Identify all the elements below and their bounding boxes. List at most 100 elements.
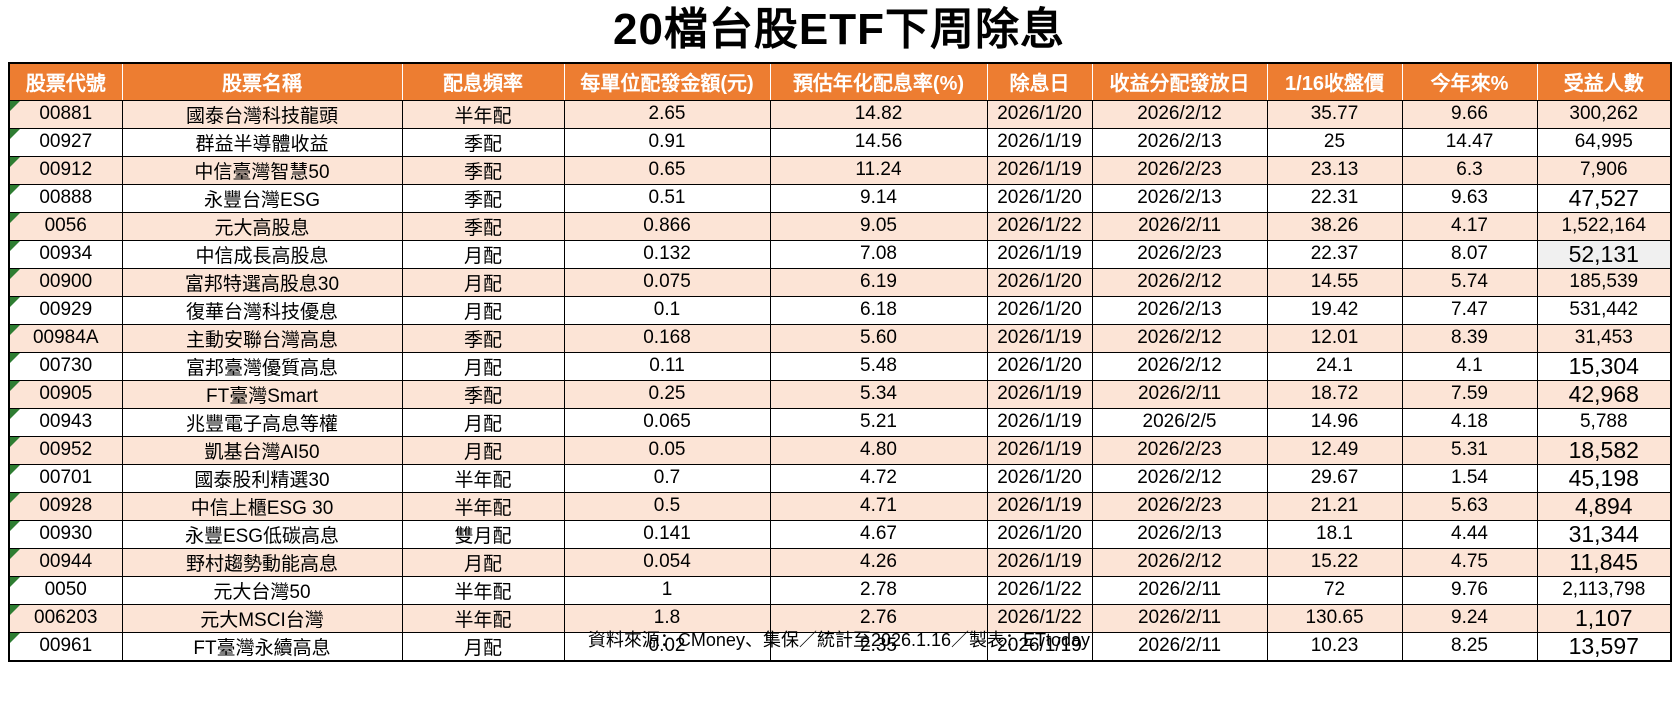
excel-flag-icon	[10, 241, 20, 251]
holders-cell: 7,906	[1536, 155, 1672, 185]
name-cell: FT臺灣Smart	[121, 379, 403, 409]
close_price-cell: 22.31	[1266, 183, 1403, 213]
ytd_pct-cell: 9.24	[1401, 603, 1538, 633]
excel-flag-icon	[10, 185, 20, 195]
pay_date-cell: 2026/2/13	[1091, 519, 1268, 549]
yield_pct-cell: 2.78	[769, 575, 988, 605]
ytd_pct-cell: 5.31	[1401, 435, 1538, 465]
ex_date-cell: 2026/1/19	[986, 239, 1093, 269]
ex_date-cell: 2026/1/19	[986, 407, 1093, 437]
code-cell: 00943	[8, 407, 123, 437]
etf-table-body: 00881 國泰台灣科技龍頭 半年配 2.65 14.82 2026/1/20 2026/2…	[8, 99, 1672, 661]
close_price-cell: 14.96	[1266, 407, 1403, 437]
ytd_pct-cell: 4.17	[1401, 211, 1538, 241]
amount-cell: 0.065	[563, 407, 771, 437]
ytd_pct-cell: 6.3	[1401, 155, 1538, 185]
table-row: 00944 野村趨勢動能高息 月配 0.054 4.26 2026/1/19 2026/2/…	[8, 547, 1672, 577]
name-cell: 兆豐電子高息等權	[121, 407, 403, 437]
amount-cell: 1.8	[563, 603, 771, 633]
etf-table-wrap: 股票代號 股票名稱 配息頻率 每單位配發金額(元) 預估年化配息率(%) 除息日 收益分配發…	[8, 62, 1672, 662]
column-header-close_price: 1/16收盤價	[1266, 62, 1403, 101]
ex_date-cell: 2026/1/20	[986, 183, 1093, 213]
etf-table: 股票代號 股票名稱 配息頻率 每單位配發金額(元) 預估年化配息率(%) 除息日 收益分配發…	[8, 62, 1672, 662]
column-header-code: 股票代號	[8, 62, 123, 101]
code-cell: 00952	[8, 435, 123, 465]
close_price-cell: 23.13	[1266, 155, 1403, 185]
yield_pct-cell: 5.21	[769, 407, 988, 437]
excel-flag-icon	[10, 549, 20, 559]
column-header-freq: 配息頻率	[401, 62, 565, 101]
close_price-cell: 10.23	[1266, 631, 1403, 661]
yield_pct-cell: 14.82	[769, 99, 988, 129]
code-cell: 00934	[8, 239, 123, 269]
freq-cell: 月配	[401, 407, 565, 437]
code-cell: 00701	[8, 463, 123, 493]
yield_pct-cell: 11.24	[769, 155, 988, 185]
name-cell: 復華台灣科技優息	[121, 295, 403, 325]
freq-cell: 季配	[401, 379, 565, 409]
amount-cell: 0.65	[563, 155, 771, 185]
code-cell: 0056	[8, 211, 123, 241]
ex_date-cell: 2026/1/19	[986, 491, 1093, 521]
ytd_pct-cell: 4.44	[1401, 519, 1538, 549]
close_price-cell: 35.77	[1266, 99, 1403, 129]
close_price-cell: 18.1	[1266, 519, 1403, 549]
freq-cell: 季配	[401, 127, 565, 157]
ex_date-cell: 2026/1/20	[986, 99, 1093, 129]
name-cell: 野村趨勢動能高息	[121, 547, 403, 577]
ex_date-cell: 2026/1/22	[986, 211, 1093, 241]
ytd_pct-cell: 7.59	[1401, 379, 1538, 409]
ytd_pct-cell: 4.1	[1401, 351, 1538, 381]
freq-cell: 季配	[401, 323, 565, 353]
pay_date-cell: 2026/2/23	[1091, 491, 1268, 521]
yield_pct-cell: 5.34	[769, 379, 988, 409]
yield_pct-cell: 4.80	[769, 435, 988, 465]
freq-cell: 半年配	[401, 491, 565, 521]
code-cell: 00928	[8, 491, 123, 521]
yield_pct-cell: 5.60	[769, 323, 988, 353]
freq-cell: 月配	[401, 351, 565, 381]
holders-cell: 45,198	[1536, 463, 1672, 493]
ytd_pct-cell: 9.63	[1401, 183, 1538, 213]
excel-flag-icon	[10, 325, 20, 335]
table-row: 00929 復華台灣科技優息 月配 0.1 6.18 2026/1/20 2026/2/13…	[8, 295, 1672, 325]
ex_date-cell: 2026/1/22	[986, 575, 1093, 605]
table-row: 0050 元大台灣50 半年配 1 2.78 2026/1/22 2026/2/11 72 9.…	[8, 575, 1672, 605]
close_price-cell: 15.22	[1266, 547, 1403, 577]
pay_date-cell: 2026/2/11	[1091, 631, 1268, 661]
column-header-ex_date: 除息日	[986, 62, 1093, 101]
close_price-cell: 38.26	[1266, 211, 1403, 241]
code-cell: 00927	[8, 127, 123, 157]
freq-cell: 半年配	[401, 603, 565, 633]
ytd_pct-cell: 5.74	[1401, 267, 1538, 297]
pay_date-cell: 2026/2/5	[1091, 407, 1268, 437]
name-cell: FT臺灣永續高息	[121, 631, 403, 661]
close_price-cell: 25	[1266, 127, 1403, 157]
ytd_pct-cell: 8.25	[1401, 631, 1538, 661]
holders-cell: 4,894	[1536, 491, 1672, 521]
name-cell: 中信上櫃ESG 30	[121, 491, 403, 521]
code-cell: 00929	[8, 295, 123, 325]
name-cell: 凱基台灣AI50	[121, 435, 403, 465]
code-cell: 00930	[8, 519, 123, 549]
page-title: 20檔台股ETF下周除息	[612, 5, 1066, 54]
name-cell: 群益半導體收益	[121, 127, 403, 157]
pay_date-cell: 2026/2/11	[1091, 379, 1268, 409]
ex_date-cell: 2026/1/19	[986, 127, 1093, 157]
amount-cell: 0.51	[563, 183, 771, 213]
freq-cell: 月配	[401, 547, 565, 577]
column-header-name: 股票名稱	[121, 62, 403, 101]
ex_date-cell: 2026/1/22	[986, 603, 1093, 633]
table-row: 00961 FT臺灣永續高息 月配 0.02 2.35 2026/1/19 2026/2/1…	[8, 631, 1672, 661]
column-header-ytd_pct: 今年來%	[1401, 62, 1538, 101]
excel-flag-icon	[10, 605, 20, 615]
freq-cell: 月配	[401, 435, 565, 465]
name-cell: 國泰股利精選30	[121, 463, 403, 493]
close_price-cell: 24.1	[1266, 351, 1403, 381]
holders-cell: 1,522,164	[1536, 211, 1672, 241]
source-caption: 資料來源：CMoney、集保／統計至2026.1.16／製表：ETtoday	[587, 630, 1091, 650]
ex_date-cell: 2026/1/19	[986, 435, 1093, 465]
yield_pct-cell: 14.56	[769, 127, 988, 157]
code-cell: 00900	[8, 267, 123, 297]
holders-cell: 52,131	[1536, 239, 1672, 269]
